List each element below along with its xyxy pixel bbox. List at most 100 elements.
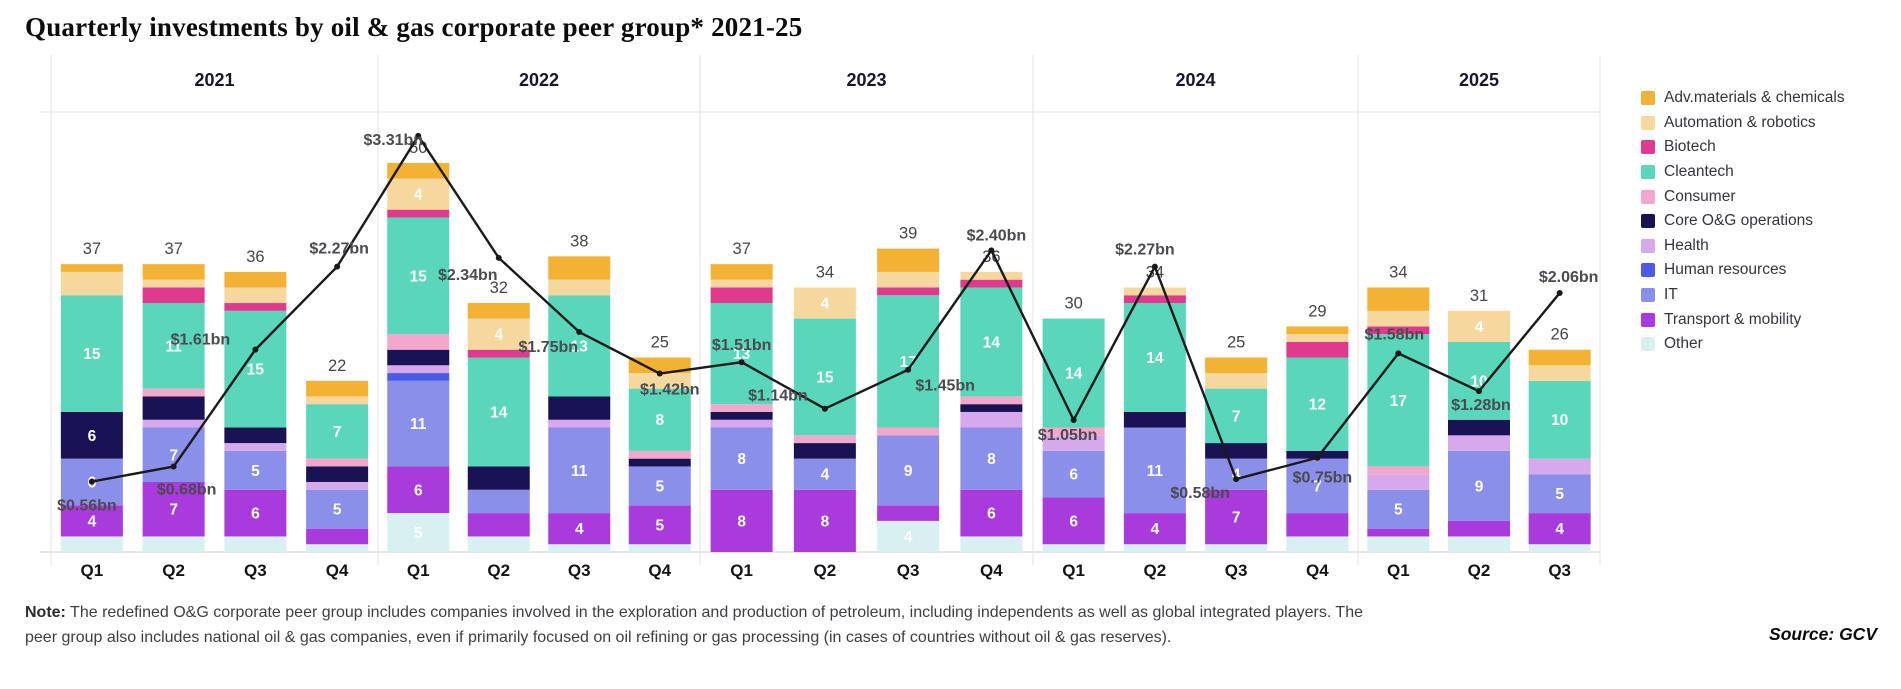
bar-segment[interactable] <box>142 303 205 389</box>
bar-segment[interactable] <box>142 536 205 552</box>
bar-segment[interactable] <box>60 411 123 459</box>
legend-item[interactable]: Consumer <box>1641 184 1845 209</box>
bar-segment[interactable] <box>1528 474 1591 514</box>
bar-segment[interactable] <box>960 489 1023 537</box>
line-point[interactable] <box>1476 388 1482 395</box>
bar-segment[interactable] <box>1205 489 1268 545</box>
bar-segment[interactable] <box>142 388 205 397</box>
bar-segment[interactable] <box>1367 287 1430 311</box>
bar-segment[interactable] <box>387 349 450 366</box>
bar-segment[interactable] <box>387 334 450 350</box>
bar-segment[interactable] <box>224 489 287 537</box>
bar-segment[interactable] <box>548 513 611 545</box>
bar-segment[interactable] <box>387 163 450 179</box>
bar-segment[interactable] <box>960 404 1023 412</box>
line-point[interactable] <box>905 366 912 373</box>
bar-segment[interactable] <box>877 271 940 288</box>
bar-segment[interactable] <box>467 357 530 467</box>
bar-segment[interactable] <box>548 279 611 296</box>
bar-segment[interactable] <box>628 466 691 506</box>
bar-segment[interactable] <box>1367 326 1430 335</box>
bar-segment[interactable] <box>1286 334 1349 342</box>
bar-segment[interactable] <box>387 513 450 552</box>
line-point[interactable] <box>656 370 663 377</box>
bar-segment[interactable] <box>306 380 369 397</box>
bar-segment[interactable] <box>1528 380 1591 459</box>
bar-segment[interactable] <box>142 279 205 288</box>
bar-segment[interactable] <box>710 264 773 280</box>
bar-segment[interactable] <box>306 489 369 529</box>
line-point[interactable] <box>1151 263 1158 270</box>
bar-segment[interactable] <box>306 466 369 482</box>
bar-segment[interactable] <box>1123 287 1186 296</box>
legend-item[interactable]: Other <box>1641 332 1845 357</box>
bar-segment[interactable] <box>1528 544 1591 552</box>
bar-segment[interactable] <box>628 505 691 545</box>
bar-segment[interactable] <box>1042 318 1105 428</box>
line-point[interactable] <box>1395 350 1402 357</box>
bar-segment[interactable] <box>548 396 611 420</box>
bar-segment[interactable] <box>387 217 450 335</box>
bar-segment[interactable] <box>793 443 856 459</box>
bar-segment[interactable] <box>877 435 940 506</box>
bar-segment[interactable] <box>142 481 205 537</box>
bar-segment[interactable] <box>1123 427 1186 514</box>
bar-segment[interactable] <box>1367 536 1430 552</box>
bar-segment[interactable] <box>877 287 940 296</box>
bar-segment[interactable] <box>710 404 773 412</box>
bar-segment[interactable] <box>548 427 611 514</box>
bar-segment[interactable] <box>628 450 691 459</box>
bar-segment[interactable] <box>1448 450 1510 521</box>
bar-segment[interactable] <box>1205 544 1268 552</box>
bar-segment[interactable] <box>306 396 369 405</box>
legend-item[interactable]: IT <box>1641 283 1845 308</box>
legend-item[interactable]: Adv.materials & chemicals <box>1641 86 1845 111</box>
bar-segment[interactable] <box>960 279 1023 288</box>
bar-segment[interactable] <box>1286 513 1349 537</box>
bar-segment[interactable] <box>1042 427 1105 436</box>
bar-segment[interactable] <box>960 427 1023 490</box>
bar-segment[interactable] <box>1367 474 1430 490</box>
line-point[interactable] <box>170 463 177 470</box>
bar-segment[interactable] <box>548 256 611 280</box>
bar-segment[interactable] <box>306 528 369 545</box>
bar-segment[interactable] <box>467 349 530 358</box>
bar-segment[interactable] <box>877 427 940 436</box>
bar-segment[interactable] <box>710 419 773 428</box>
bar-segment[interactable] <box>1042 450 1105 498</box>
bar-segment[interactable] <box>1448 435 1510 451</box>
bar-segment[interactable] <box>960 396 1023 405</box>
bar-segment[interactable] <box>387 209 450 218</box>
bar-segment[interactable] <box>306 404 369 459</box>
bar-segment[interactable] <box>710 303 773 405</box>
line-point[interactable] <box>1070 417 1077 424</box>
bar-segment[interactable] <box>960 287 1023 397</box>
legend-item[interactable]: Human resources <box>1641 258 1845 283</box>
bar-segment[interactable] <box>1042 544 1105 552</box>
bar-segment[interactable] <box>1205 388 1268 444</box>
bar-segment[interactable] <box>224 536 287 552</box>
bar-segment[interactable] <box>387 466 450 514</box>
bar-segment[interactable] <box>877 520 940 552</box>
bar-segment[interactable] <box>1286 326 1349 335</box>
bar-segment[interactable] <box>1042 497 1105 545</box>
bar-segment[interactable] <box>628 388 691 451</box>
bar-segment[interactable] <box>1528 365 1591 381</box>
line-point[interactable] <box>334 263 341 270</box>
bar-segment[interactable] <box>710 287 773 304</box>
bar-segment[interactable] <box>60 264 123 272</box>
bar-segment[interactable] <box>224 443 287 451</box>
bar-segment[interactable] <box>224 450 287 490</box>
bar-segment[interactable] <box>877 295 940 428</box>
legend-item[interactable]: Core O&G operations <box>1641 209 1845 234</box>
bar-segment[interactable] <box>1286 357 1349 451</box>
line-point[interactable] <box>1314 454 1321 461</box>
legend-item[interactable]: Automation & robotics <box>1641 111 1845 136</box>
bar-segment[interactable] <box>628 458 691 467</box>
bar-segment[interactable] <box>960 271 1023 280</box>
line-point[interactable] <box>1556 290 1563 297</box>
bar-segment[interactable] <box>467 513 530 537</box>
bar-segment[interactable] <box>1528 458 1591 475</box>
bar-segment[interactable] <box>877 248 940 272</box>
bar-segment[interactable] <box>306 481 369 490</box>
